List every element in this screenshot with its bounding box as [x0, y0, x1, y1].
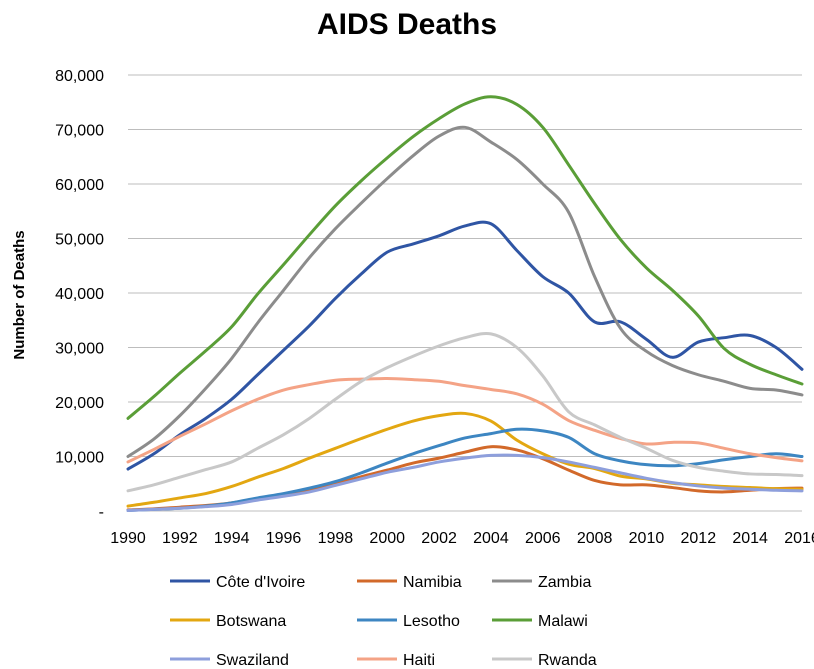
series-lines [126, 95, 804, 512]
y-axis-ticks: - 10,000 20,000 30,000 40,000 50,000 60,000 70,… [55, 68, 104, 521]
series-line-swaziland [126, 453, 804, 512]
gridlines [128, 74, 802, 512]
x-tick-label: 1998 [318, 530, 354, 547]
legend-label-rwanda: Rwanda [538, 652, 597, 669]
legend-label-botswana: Botswana [216, 613, 286, 630]
series-line-c-te-d-ivoire [126, 220, 804, 471]
y-tick-label: 50,000 [55, 232, 104, 249]
chart-title: AIDS Deaths [316, 8, 498, 41]
y-tick-label: - [99, 504, 104, 521]
legend-label-haiti: Haiti [403, 652, 435, 669]
x-tick-label: 1992 [162, 530, 198, 547]
y-axis-label: Number of Deaths [11, 230, 28, 359]
y-tick-label: 30,000 [55, 341, 104, 358]
series-line-haiti [126, 377, 804, 464]
y-tick-label: 60,000 [55, 177, 104, 194]
x-tick-label: 2000 [369, 530, 405, 547]
legend-label-namibia: Namibia [403, 574, 462, 591]
legend-label-lesotho: Lesotho [403, 613, 460, 630]
series-line-rwanda [126, 331, 804, 493]
x-tick-label: 2010 [629, 530, 665, 547]
legend: Côte d'Ivoire Namibia Zambia Botswana Lesoth… [170, 574, 597, 669]
x-tick-label: 2016 [784, 530, 814, 547]
legend-label-swaziland: Swaziland [216, 652, 289, 669]
legend-label-c-te-d-ivoire: Côte d'Ivoire [216, 574, 305, 591]
x-tick-label: 2004 [473, 530, 509, 547]
y-tick-label: 10,000 [55, 450, 104, 467]
x-tick-label: 1994 [214, 530, 250, 547]
series-line-zambia [126, 125, 804, 458]
x-tick-label: 2014 [732, 530, 768, 547]
y-tick-label: 80,000 [55, 68, 104, 85]
y-tick-label: 20,000 [55, 395, 104, 412]
x-tick-label: 1996 [266, 530, 302, 547]
legend-label-malawi: Malawi [538, 613, 588, 630]
y-tick-label: 40,000 [55, 286, 104, 303]
x-tick-label: 2002 [421, 530, 457, 547]
legend-label-zambia: Zambia [538, 574, 591, 591]
x-tick-label: 1990 [110, 530, 146, 547]
y-tick-label: 70,000 [55, 123, 104, 140]
x-tick-label: 2006 [525, 530, 561, 547]
x-axis-ticks: 1990 1992 1994 1996 1998 2000 2002 2004 2006 2008… [110, 530, 814, 547]
series-line-lesotho [126, 427, 804, 512]
x-tick-label: 2008 [577, 530, 613, 547]
series-line-malawi [126, 95, 804, 420]
x-tick-label: 2012 [681, 530, 717, 547]
